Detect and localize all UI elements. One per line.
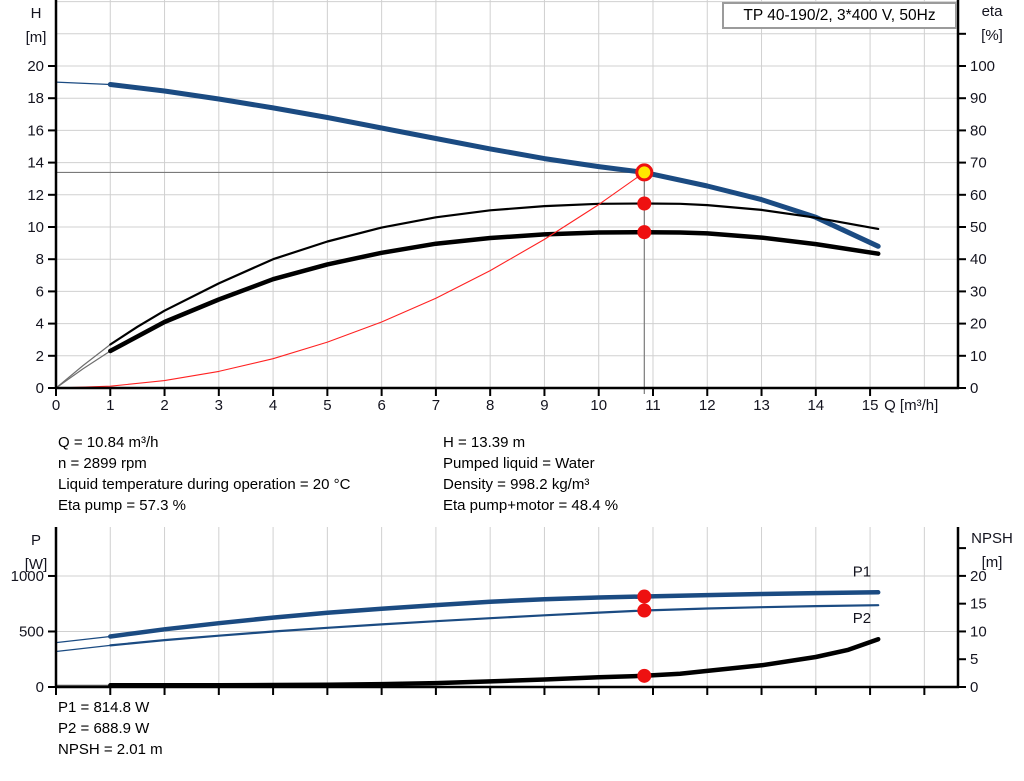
info-line-eta-pump-motor: Eta pump+motor = 48.4 %: [443, 497, 619, 514]
head-yl-tick-label: 10: [27, 219, 44, 236]
power-yr-axis-label: [m]: [982, 554, 1003, 571]
power-yr-tick-label: 15: [970, 596, 987, 613]
head-yr-tick-label: 50: [970, 219, 987, 236]
head-x-tick-label: 1: [106, 397, 114, 414]
head-yr-tick-label: 70: [970, 155, 987, 172]
head-yl-axis-label: [m]: [26, 29, 47, 46]
p2-label: P2: [853, 610, 871, 627]
operating-point-head[interactable]: [635, 163, 654, 182]
operating-point-p1: [637, 589, 652, 604]
power-yr-tick-label: 10: [970, 623, 987, 640]
power-yr-tick-label: 20: [970, 568, 987, 585]
p1-curve: [55, 635, 111, 644]
head-x-tick-label: 8: [486, 397, 494, 414]
duty-info-right: H = 13.39 m Pumped liquid = Water Densit…: [443, 432, 618, 516]
head-yr-axis-label: eta: [982, 3, 1004, 20]
eta-pump-motor-curve: [55, 350, 111, 389]
head-yl-tick-label: 12: [27, 187, 44, 204]
info-line-liquid-temp: Liquid temperature during operation = 20…: [58, 476, 351, 493]
p2-curve: [55, 644, 111, 653]
head-yl-tick-label: 8: [36, 251, 44, 268]
operating-point-eta-pump: [637, 196, 652, 211]
head-x-tick-label: 9: [540, 397, 548, 414]
system-curve: [55, 171, 645, 389]
info-line-h: H = 13.39 m: [443, 434, 526, 451]
head-x-tick-label: 12: [699, 397, 716, 414]
eta-pump-curve: [55, 343, 111, 389]
head-yl-tick-label: 18: [27, 90, 44, 107]
power-yr-axis-label: NPSH: [971, 530, 1013, 547]
info-line-p2: P2 = 688.9 W: [58, 720, 150, 737]
head-yr-tick-label: 0: [970, 380, 978, 397]
head-yr-tick-label: 100: [970, 58, 995, 75]
head-x-tick-label: 0: [52, 397, 60, 414]
p1-curve: [108, 590, 881, 639]
power-yl-tick-label: 0: [36, 679, 44, 696]
power-yl-tick-label: 500: [19, 623, 44, 640]
p1-label: P1: [853, 564, 871, 581]
head-x-tick-label: 3: [215, 397, 223, 414]
operating-point-eta-pump-motor: [637, 225, 652, 240]
head-yr-axis-label: [%]: [981, 27, 1003, 44]
info-line-n: n = 2899 rpm: [58, 455, 147, 472]
head-x-tick-label: 7: [432, 397, 440, 414]
head-yl-tick-label: 14: [27, 155, 44, 172]
power-yl-axis-label: P: [31, 532, 41, 549]
head-yl-tick-label: 2: [36, 348, 44, 365]
operating-point-p2: [637, 603, 652, 618]
info-line-density: Density = 998.2 kg/m³: [443, 476, 590, 493]
head-yr-tick-label: 20: [970, 316, 987, 333]
head-x-tick-label: 11: [645, 397, 661, 414]
head-x-tick-label: 6: [377, 397, 385, 414]
power-yr-tick-label: 5: [970, 651, 978, 668]
duty-info-left: Q = 10.84 m³/h n = 2899 rpm Liquid tempe…: [58, 432, 350, 516]
head-x-tick-label: 13: [753, 397, 770, 414]
head-yl-tick-label: 6: [36, 283, 44, 300]
operating-point-npsh: [637, 668, 652, 683]
info-line-pumped-liquid: Pumped liquid = Water: [443, 455, 595, 472]
head-x-axis-label: Q [m³/h]: [884, 397, 938, 414]
head-yr-tick-label: 10: [970, 348, 987, 365]
head-x-tick-label: 14: [807, 397, 824, 414]
power-info: P1 = 814.8 W P2 = 688.9 W NPSH = 2.01 m: [58, 697, 163, 760]
head-curve: [107, 82, 881, 249]
head-yl-tick-label: 4: [36, 316, 44, 333]
power-yr-tick-label: 0: [970, 679, 978, 696]
head-yl-tick-label: 20: [27, 58, 44, 75]
info-line-q: Q = 10.84 m³/h: [58, 434, 159, 451]
info-line-eta-pump: Eta pump = 57.3 %: [58, 497, 186, 514]
npsh-curve: [108, 636, 881, 688]
eta-pump-motor-curve: [108, 229, 881, 354]
head-yr-tick-label: 40: [970, 251, 987, 268]
head-yl-tick-label: 0: [36, 380, 44, 397]
head-yl-tick-label: 16: [27, 122, 44, 139]
head-yr-tick-label: 80: [970, 122, 987, 139]
power-yl-tick-label: 1000: [11, 568, 44, 585]
head-x-tick-label: 2: [160, 397, 168, 414]
eta-pump-curve: [109, 202, 880, 346]
info-line-npsh: NPSH = 2.01 m: [58, 741, 163, 758]
head-yr-tick-label: 30: [970, 283, 987, 300]
head-x-tick-label: 15: [862, 397, 879, 414]
head-x-tick-label: 4: [269, 397, 277, 414]
head-yr-tick-label: 90: [970, 90, 987, 107]
pump-type-title: TP 40-190/2, 3*400 V, 50Hz: [722, 2, 957, 29]
head-x-tick-label: 5: [323, 397, 331, 414]
info-line-p1: P1 = 814.8 W: [58, 699, 150, 716]
head-yr-tick-label: 60: [970, 187, 987, 204]
head-yl-axis-label: H: [31, 5, 42, 22]
p2-curve: [109, 604, 880, 647]
power-yl-axis-label: [W]: [25, 556, 48, 573]
head-x-tick-label: 10: [590, 397, 607, 414]
head-curve: [55, 81, 111, 86]
